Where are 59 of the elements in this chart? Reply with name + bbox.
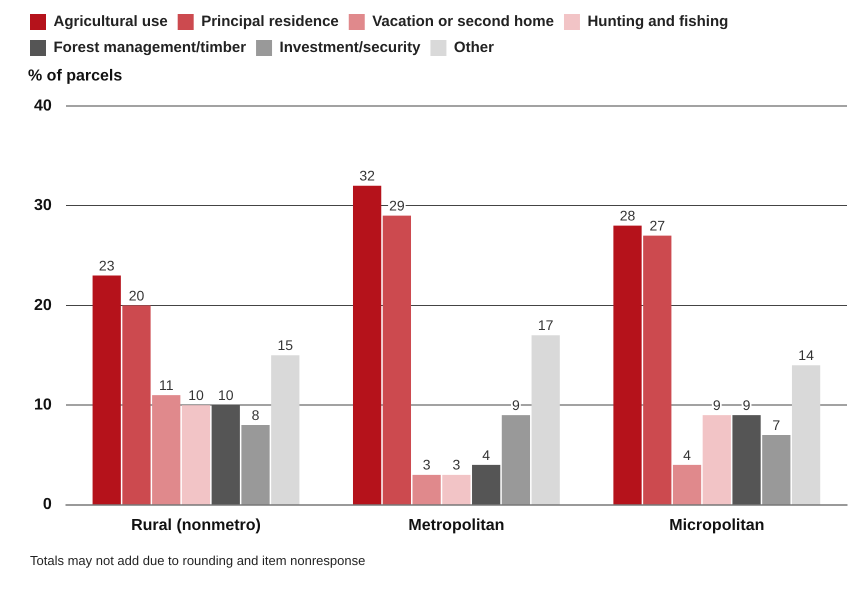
data-label: 20 bbox=[128, 287, 144, 304]
bar bbox=[412, 474, 441, 504]
bar bbox=[241, 425, 270, 504]
bar bbox=[502, 415, 530, 504]
y-tick-label: 40 bbox=[34, 97, 52, 114]
x-tick-label: Metropolitan bbox=[408, 516, 504, 534]
data-label: 27 bbox=[649, 217, 666, 234]
bar bbox=[182, 405, 210, 504]
data-label: 14 bbox=[798, 347, 814, 364]
data-label: 32 bbox=[359, 168, 376, 184]
data-label: 4 bbox=[683, 446, 692, 463]
y-tick-label: 0 bbox=[42, 496, 52, 514]
bar bbox=[152, 395, 180, 504]
bar bbox=[532, 335, 560, 504]
data-label: 17 bbox=[538, 317, 554, 334]
data-label: 3 bbox=[452, 456, 460, 473]
bar bbox=[472, 464, 500, 504]
bar bbox=[672, 464, 702, 504]
legend-label: Forest management/timber bbox=[54, 39, 246, 56]
data-label: 3 bbox=[422, 456, 431, 473]
bar bbox=[442, 474, 471, 504]
data-label: 29 bbox=[389, 198, 405, 214]
data-label: 9 bbox=[742, 396, 751, 413]
legend-label: Agricultural use bbox=[54, 13, 168, 30]
x-tick-label: Micropolitan bbox=[669, 516, 764, 534]
y-tick-label: 30 bbox=[34, 197, 52, 214]
data-label: 23 bbox=[98, 257, 115, 274]
bar bbox=[702, 415, 731, 504]
data-label: 15 bbox=[277, 337, 294, 354]
legend-label: Vacation or second home bbox=[372, 13, 554, 30]
data-label: 9 bbox=[512, 396, 520, 413]
data-label: 28 bbox=[620, 208, 636, 224]
bar bbox=[212, 405, 240, 504]
bar bbox=[92, 275, 121, 504]
bar bbox=[643, 236, 672, 504]
bar bbox=[352, 186, 382, 504]
bar bbox=[382, 216, 412, 504]
text: Totals may not add due to rounding and item nonresponse bbox=[30, 552, 366, 568]
legend-label: Principal residence bbox=[201, 13, 339, 30]
data-label: 10 bbox=[188, 386, 204, 403]
legend-label: Other bbox=[454, 39, 494, 56]
data-label: 4 bbox=[482, 446, 490, 463]
x-tick-label: Rural (nonmetro) bbox=[131, 516, 261, 534]
data-label: 9 bbox=[712, 396, 721, 413]
data-label: 7 bbox=[772, 416, 780, 433]
bar bbox=[762, 435, 790, 504]
data-label: 8 bbox=[252, 406, 260, 423]
data-label: 11 bbox=[158, 376, 174, 393]
legend-label: Hunting and fishing bbox=[587, 13, 728, 30]
bar bbox=[122, 305, 151, 504]
y-tick-label: 20 bbox=[34, 296, 52, 314]
bar bbox=[271, 355, 300, 504]
y-axis-title: % of parcels bbox=[28, 67, 122, 84]
bar bbox=[613, 226, 642, 504]
legend-label: Investment/security bbox=[280, 39, 422, 56]
y-tick-label: 10 bbox=[34, 396, 52, 414]
bar bbox=[792, 365, 820, 504]
data-label: 10 bbox=[218, 386, 234, 403]
bar bbox=[732, 415, 761, 504]
